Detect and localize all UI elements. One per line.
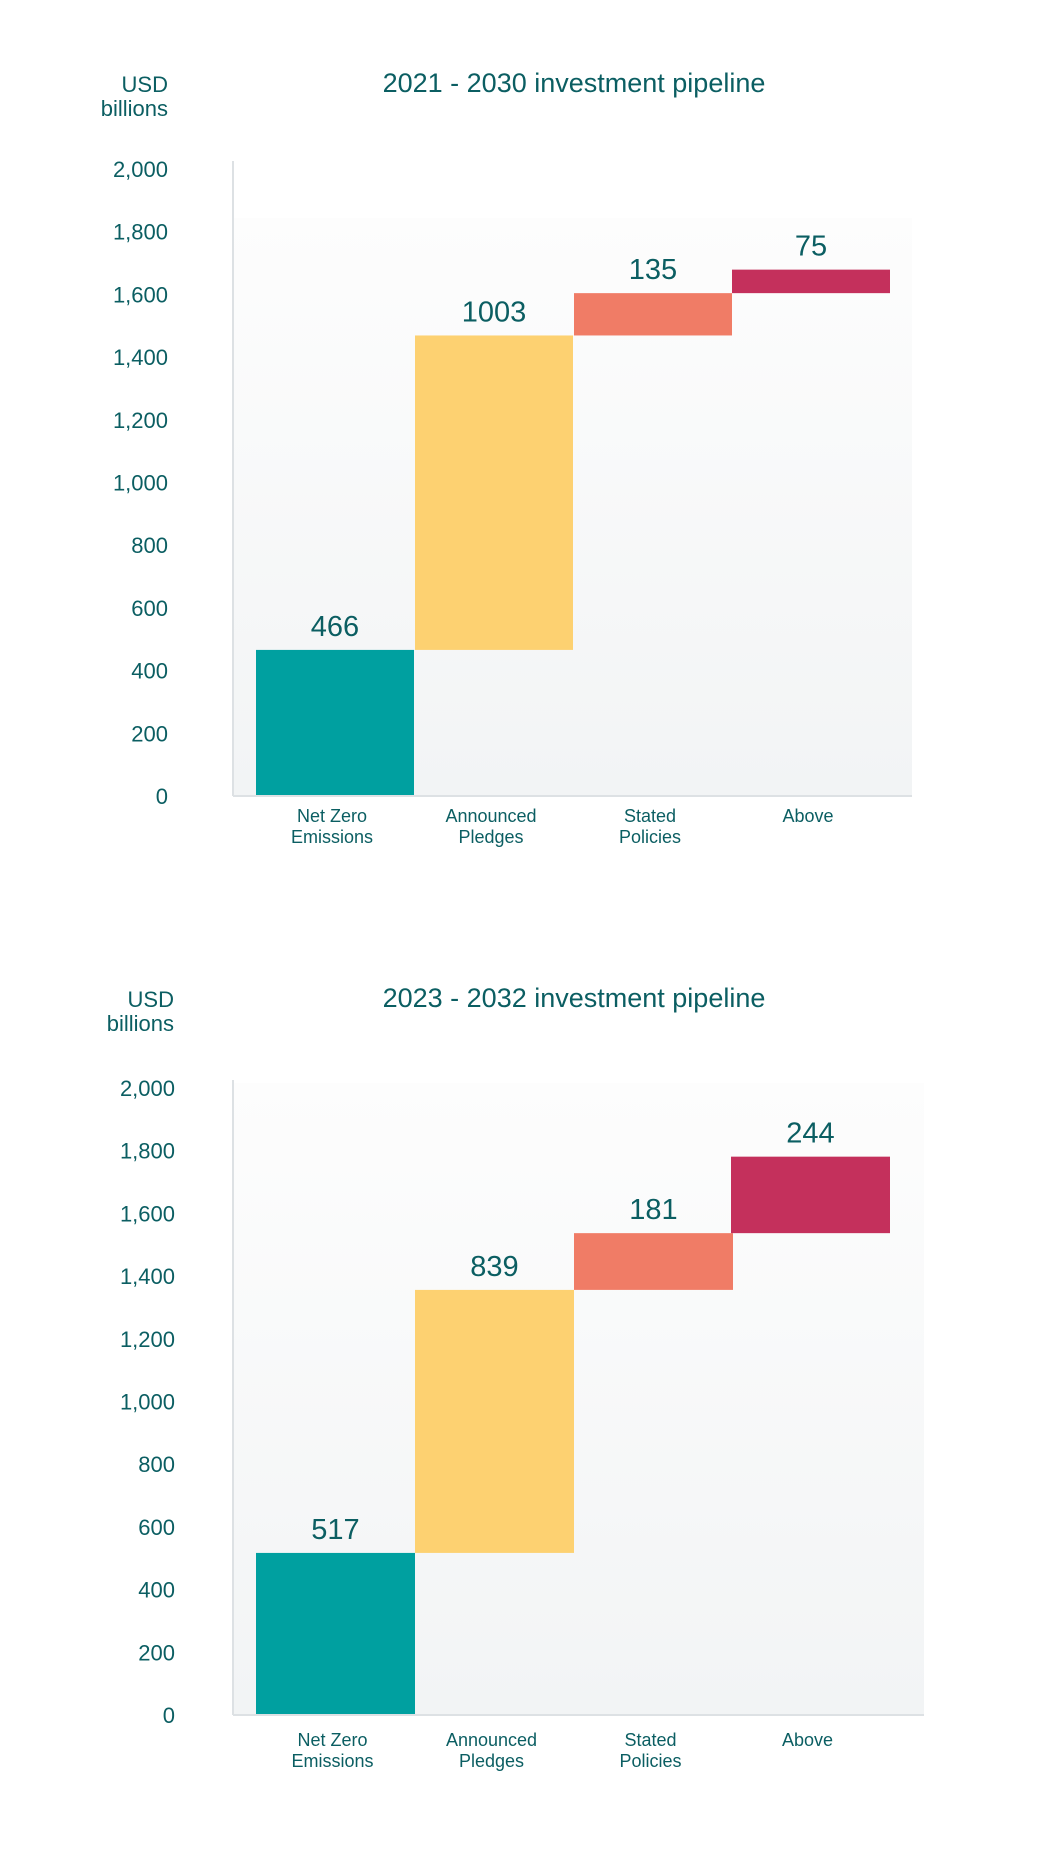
x-tick-label: Above [782,806,833,826]
bar [732,269,890,294]
bar [574,1233,733,1290]
bar [574,293,732,336]
x-tick-label: Net Zero [297,1730,367,1750]
y-tick-label: 800 [131,533,168,558]
x-tick-label: Policies [619,1751,681,1771]
y-tick-label: 2,000 [120,1076,175,1101]
x-tick-label: Announced [446,1730,537,1750]
data-label: 839 [470,1251,518,1283]
y-axis-unit-line2: billions [106,1011,174,1036]
chart-title: 2023 - 2032 investment pipeline [382,983,766,1013]
x-tick-label: Emissions [291,827,373,847]
chart-panel-2021-2030: USD billions 2021 - 2030 investment pipe… [0,0,1044,900]
y-tick-label: 0 [163,1703,175,1728]
data-label: 75 [795,231,827,263]
y-tick-label: 1,000 [120,1390,175,1415]
bar [256,1552,415,1715]
y-axis-unit-line1: USD [121,72,168,97]
y-tick-label: 400 [131,659,168,684]
bar [415,1289,574,1553]
data-label: 517 [311,1514,359,1546]
y-tick-label: 200 [138,1640,175,1665]
data-label: 466 [311,611,359,643]
y-tick-label: 600 [131,596,168,621]
chart-title: 2021 - 2030 investment pipeline [382,68,766,98]
waterfall-chart: 0 200 400 600 800 1,000 1,200 1,400 1,600 1,800 2,… [120,1076,924,1771]
x-tick-label: Pledges [459,1751,524,1771]
y-tick-label: 200 [131,721,168,746]
y-axis-unit-label: USD billions [46,988,174,1036]
data-label: 244 [786,1118,834,1150]
y-tick-label: 0 [156,784,168,809]
chart-panel-2023-2032: USD billions 2023 - 2032 investment pipe… [0,915,1044,1859]
x-tick-label: Pledges [458,827,523,847]
y-tick-label: 1,400 [120,1264,175,1289]
x-tick-label: Stated [624,1730,676,1750]
x-tick-label: Net Zero [297,806,367,826]
data-label: 181 [629,1194,677,1226]
y-axis-unit-line2: billions [100,96,168,121]
y-tick-label: 800 [138,1452,175,1477]
x-tick-label: Stated [624,806,676,826]
bar [256,649,414,796]
y-tick-label: 1,600 [113,282,168,307]
bar [731,1156,890,1234]
x-tick-label: Above [782,1730,833,1750]
data-label: 135 [629,254,677,286]
waterfall-chart: 0 200 400 600 800 1,000 1,200 1,400 1,600 1,800 2,… [113,157,912,847]
y-tick-label: 1,800 [113,220,168,245]
y-tick-label: 1,800 [120,1139,175,1164]
y-tick-label: 1,200 [120,1327,175,1352]
y-tick-label: 1,600 [120,1201,175,1226]
x-tick-label: Emissions [291,1751,373,1771]
x-tick-label: Policies [619,827,681,847]
y-tick-label: 400 [138,1578,175,1603]
y-tick-label: 2,000 [113,157,168,182]
x-tick-label: Announced [445,806,536,826]
y-tick-label: 1,200 [113,408,168,433]
bar [415,335,573,650]
y-tick-label: 1,400 [113,345,168,370]
data-label: 1003 [462,296,527,328]
y-axis-unit-label: USD billions [40,73,168,121]
y-axis-unit-line1: USD [127,987,174,1012]
y-tick-label: 1,000 [113,471,168,496]
y-tick-label: 600 [138,1515,175,1540]
